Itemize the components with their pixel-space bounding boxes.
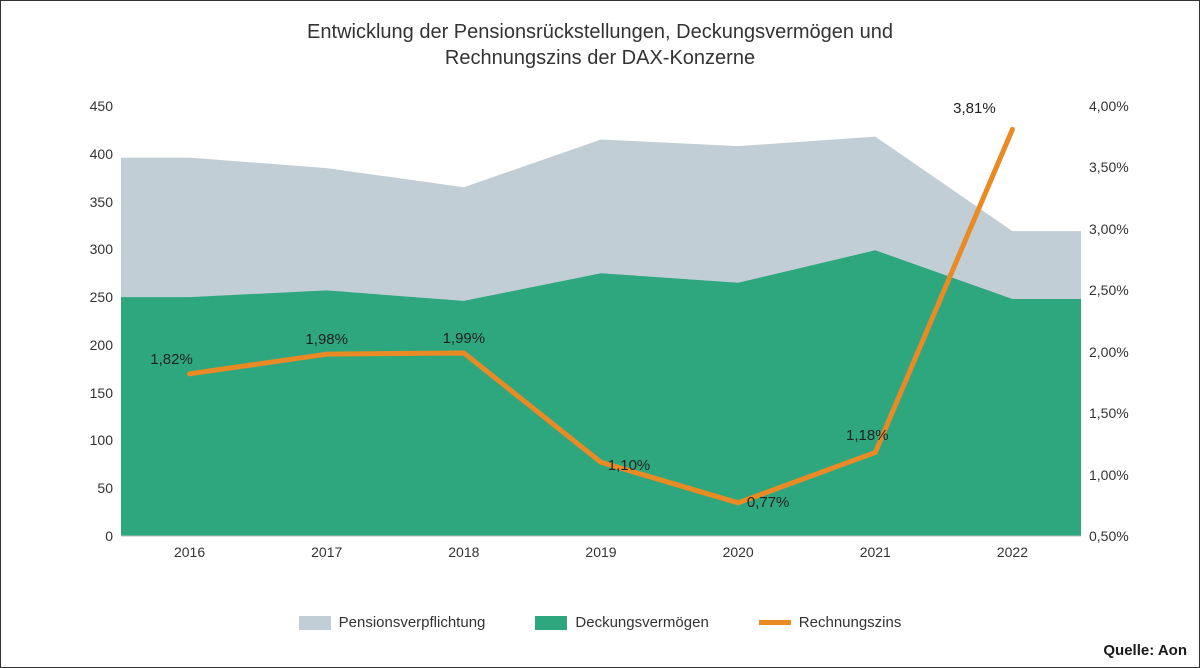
area-group <box>121 137 1081 536</box>
legend-label: Rechnungszins <box>799 614 902 631</box>
y-tick-left: 100 <box>73 432 113 448</box>
y-tick-right: 0,50% <box>1089 528 1149 544</box>
y-tick-right: 3,50% <box>1089 159 1149 175</box>
y-tick-left: 450 <box>73 98 113 114</box>
line-data-label: 1,98% <box>305 331 348 348</box>
legend-label: Deckungsvermögen <box>575 614 708 631</box>
y-tick-right: 2,00% <box>1089 344 1149 360</box>
legend-label: Pensionsverpflichtung <box>339 614 486 631</box>
y-tick-left: 200 <box>73 337 113 353</box>
line-data-label: 1,99% <box>443 330 486 347</box>
source-label: Quelle: Aon <box>1103 642 1187 659</box>
chart-title: Entwicklung der Pensionsrückstellungen, … <box>1 1 1199 71</box>
plot-svg <box>121 106 1081 536</box>
legend-item-pensionsverpflichtung: Pensionsverpflichtung <box>299 614 486 631</box>
legend: Pensionsverpflichtung Deckungsvermögen R… <box>1 614 1199 631</box>
x-tick: 2021 <box>860 544 891 560</box>
title-line-1: Entwicklung der Pensionsrückstellungen, … <box>307 21 893 43</box>
line-data-label: 1,10% <box>608 457 651 474</box>
y-tick-left: 0 <box>73 528 113 544</box>
line-data-label: 3,81% <box>953 100 996 117</box>
legend-item-deckungsvermoegen: Deckungsvermögen <box>535 614 708 631</box>
title-line-2: Rechnungszins der DAX-Konzerne <box>445 47 755 69</box>
x-tick: 2020 <box>723 544 754 560</box>
x-tick: 2016 <box>174 544 205 560</box>
y-tick-right: 1,00% <box>1089 467 1149 483</box>
x-tick: 2018 <box>448 544 479 560</box>
y-tick-left: 300 <box>73 241 113 257</box>
legend-swatch <box>535 616 567 630</box>
y-tick-left: 350 <box>73 194 113 210</box>
legend-item-rechnungszins: Rechnungszins <box>759 614 902 631</box>
y-tick-left: 50 <box>73 480 113 496</box>
y-tick-left: 250 <box>73 289 113 305</box>
y-tick-right: 2,50% <box>1089 282 1149 298</box>
plot-area: 050100150200250300350400450 0,50%1,00%1,… <box>121 106 1081 536</box>
line-data-label: 1,82% <box>150 351 193 368</box>
y-tick-left: 150 <box>73 385 113 401</box>
legend-line-swatch <box>759 620 791 625</box>
y-tick-right: 3,00% <box>1089 221 1149 237</box>
chart-container: Entwicklung der Pensionsrückstellungen, … <box>0 0 1200 668</box>
line-data-label: 1,18% <box>846 427 889 444</box>
line-data-label: 0,77% <box>747 494 790 511</box>
x-tick: 2022 <box>997 544 1028 560</box>
y-tick-right: 1,50% <box>1089 405 1149 421</box>
x-tick: 2017 <box>311 544 342 560</box>
y-tick-right: 4,00% <box>1089 98 1149 114</box>
y-tick-left: 400 <box>73 146 113 162</box>
legend-swatch <box>299 616 331 630</box>
x-tick: 2019 <box>585 544 616 560</box>
